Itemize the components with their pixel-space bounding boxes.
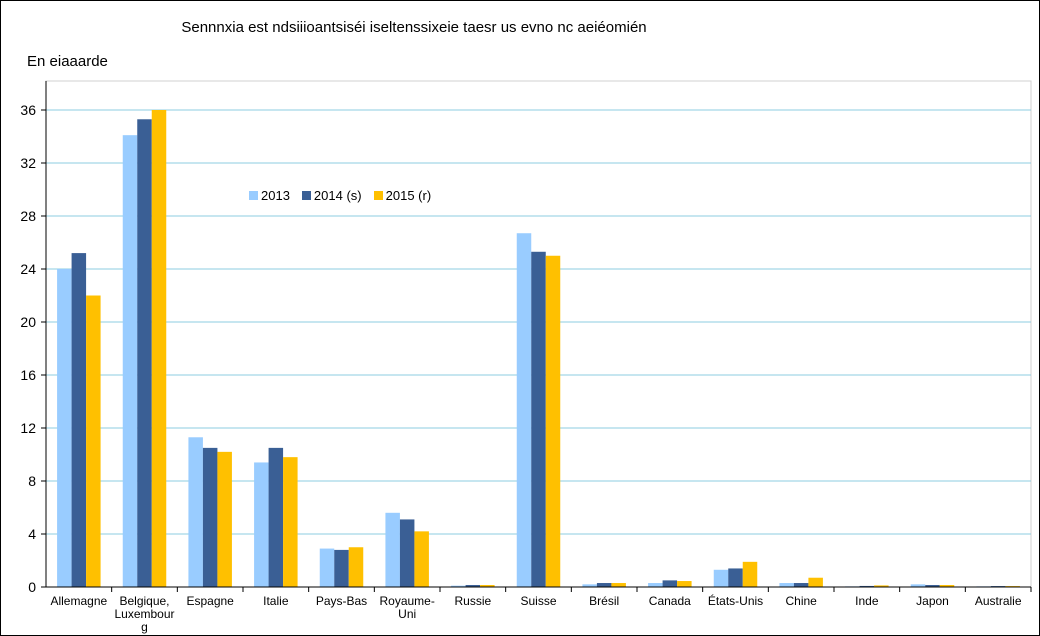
bar-2013-6 bbox=[451, 585, 466, 587]
bar-2014-s-1 bbox=[137, 119, 152, 588]
legend-swatch bbox=[301, 191, 311, 200]
y-tick-label: 12 bbox=[20, 420, 36, 436]
bar-2015-r-12 bbox=[874, 585, 889, 587]
x-category-label: Brésil bbox=[589, 594, 619, 608]
y-tick-label: 16 bbox=[20, 367, 36, 383]
y-tick-label: 24 bbox=[20, 261, 36, 277]
legend-swatch bbox=[249, 191, 258, 200]
x-category-label: Suisse bbox=[520, 594, 556, 608]
bar-2013-9 bbox=[648, 583, 663, 587]
x-category-label: Australie bbox=[975, 594, 1022, 608]
bar-2015-r-3 bbox=[283, 457, 298, 587]
bar-2013-13 bbox=[910, 584, 926, 587]
legend-label: 2014 (s) bbox=[313, 188, 362, 203]
bar-2014-s-5 bbox=[399, 519, 415, 587]
bar-2015-r-1 bbox=[151, 110, 167, 587]
bar-2013-1 bbox=[122, 135, 138, 588]
legend-swatch bbox=[373, 191, 383, 200]
bar-2015-r-10 bbox=[742, 561, 758, 587]
x-category-label: Chine bbox=[785, 594, 817, 608]
x-category-label: Japon bbox=[916, 594, 949, 608]
x-category-label: Allemagne bbox=[50, 594, 107, 608]
x-category-label: Italie bbox=[263, 594, 289, 608]
bar-2013-2 bbox=[188, 437, 203, 587]
x-category-label: Uni bbox=[398, 607, 416, 621]
bar-2015-r-5 bbox=[414, 531, 429, 587]
legend-item: 2014 (s) bbox=[301, 188, 362, 203]
chart-title: Sennnxia est ndsiiioantsiséi iseltenssix… bbox=[181, 19, 647, 36]
bar-2013-3 bbox=[254, 462, 269, 587]
legend-label: 2013 bbox=[261, 188, 290, 203]
bar-2015-r-6 bbox=[480, 585, 495, 587]
x-category-label: Russie bbox=[454, 594, 491, 608]
x-category-label: États-Unis bbox=[708, 593, 763, 608]
bar-2015-r-13 bbox=[939, 585, 955, 587]
x-category-label: Belgique, bbox=[119, 594, 169, 608]
bar-2014-s-4 bbox=[334, 549, 349, 587]
bar-2014-s-10 bbox=[728, 568, 743, 587]
y-tick-label: 0 bbox=[28, 579, 36, 595]
x-category-label: Luxembour bbox=[114, 607, 174, 621]
bar-2014-s-0 bbox=[71, 253, 87, 587]
bar-2015-r-4 bbox=[348, 547, 364, 587]
bar-2015-r-9 bbox=[677, 581, 692, 587]
bar-2015-r-2 bbox=[217, 451, 232, 587]
bar-2014-s-8 bbox=[596, 583, 612, 587]
y-tick-label: 8 bbox=[28, 473, 36, 489]
bar-2015-r-8 bbox=[611, 583, 626, 587]
bar-2014-s-7 bbox=[531, 251, 546, 587]
bar-2013-8 bbox=[582, 584, 597, 587]
bar-2014-s-12 bbox=[859, 585, 875, 587]
bar-2013-7 bbox=[516, 233, 532, 587]
y-tick-label: 32 bbox=[20, 155, 36, 171]
x-category-label: Inde bbox=[855, 594, 879, 608]
bar-2014-s-9 bbox=[662, 580, 678, 587]
legend-item: 2015 (r) bbox=[373, 188, 432, 203]
y-tick-label: 4 bbox=[28, 526, 36, 542]
bar-2013-0 bbox=[57, 269, 72, 587]
legend: 2013 2014 (s) 2015 (r) bbox=[249, 188, 431, 203]
bar-2014-s-13 bbox=[925, 585, 940, 587]
bar-2013-11 bbox=[779, 583, 794, 587]
legend-label: 2015 (r) bbox=[385, 188, 432, 203]
x-category-label: Canada bbox=[649, 594, 691, 608]
bar-2013-10 bbox=[713, 569, 729, 587]
x-category-label: Espagne bbox=[186, 594, 234, 608]
axes-group: 0 4 8 12 16 20 24 28 32 36 Allemagne Belgique,Luxem… bbox=[20, 81, 1032, 634]
bar-2014-s-6 bbox=[465, 585, 481, 587]
bar-2015-r-0 bbox=[86, 295, 101, 587]
bar-2013-5 bbox=[385, 512, 400, 587]
bar-2014-s-3 bbox=[268, 447, 284, 587]
y-axis-unit-label: En eiaaarde bbox=[27, 53, 108, 70]
y-tick-label: 36 bbox=[20, 102, 36, 118]
bar-2015-r-7 bbox=[545, 255, 561, 587]
x-category-label: Pays-Bas bbox=[316, 594, 367, 608]
bar-2014-s-11 bbox=[793, 583, 809, 587]
y-tick-label: 20 bbox=[20, 314, 36, 330]
x-category-label: Royaume- bbox=[379, 594, 434, 608]
y-tick-label: 28 bbox=[20, 208, 36, 224]
bars-group bbox=[57, 110, 1020, 588]
bar-2013-4 bbox=[319, 548, 335, 587]
bar-2015-r-11 bbox=[808, 577, 823, 587]
bar-2014-s-2 bbox=[202, 447, 218, 587]
legend-item: 2013 bbox=[249, 188, 290, 203]
x-category-label: g bbox=[141, 620, 148, 634]
